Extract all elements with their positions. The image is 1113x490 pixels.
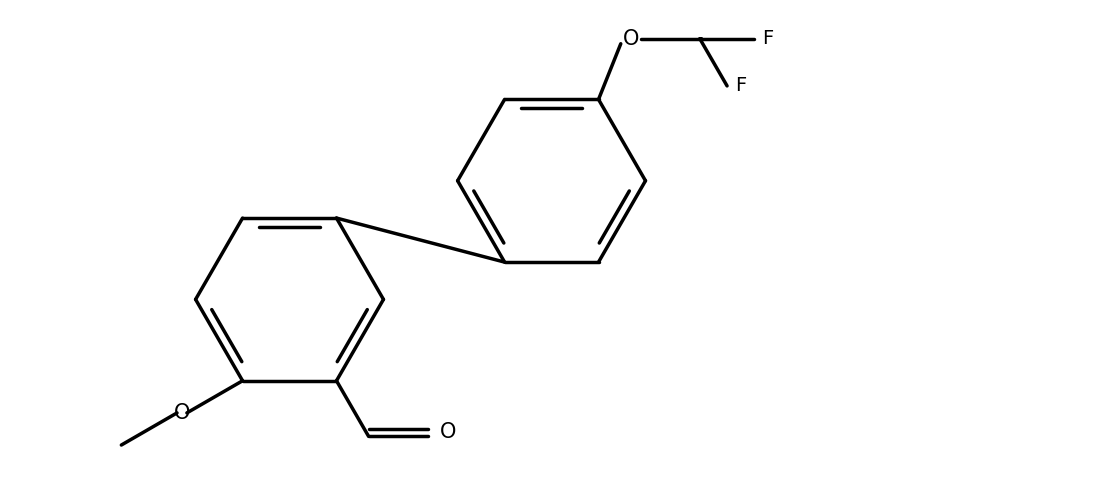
Text: F: F <box>735 0 746 1</box>
Text: O: O <box>622 29 639 49</box>
Text: O: O <box>440 422 456 442</box>
Text: O: O <box>174 403 190 423</box>
Text: F: F <box>762 29 774 49</box>
Text: F: F <box>735 76 746 96</box>
